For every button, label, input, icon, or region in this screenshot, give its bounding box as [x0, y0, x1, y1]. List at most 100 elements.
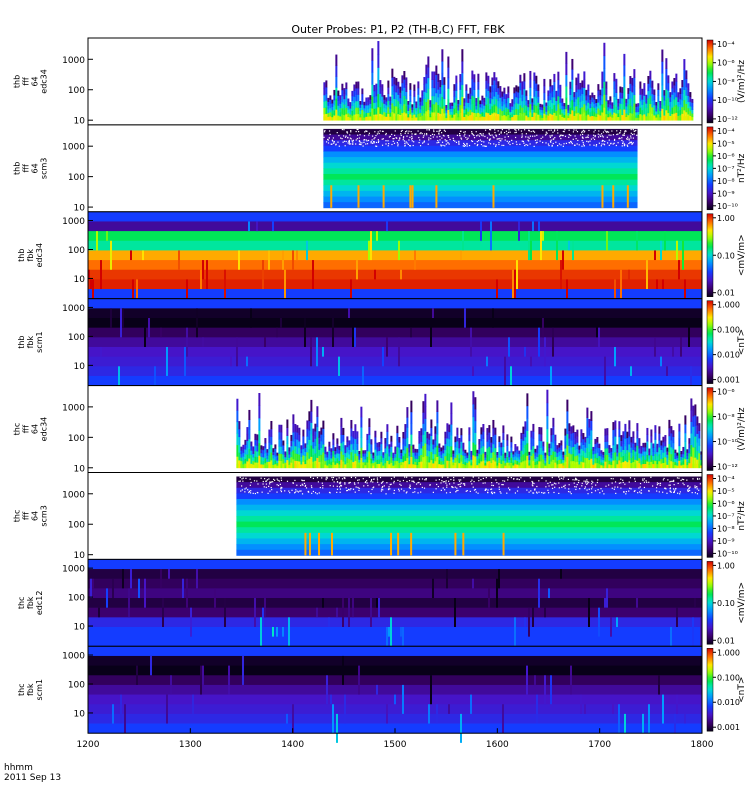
spectral-column — [413, 108, 416, 115]
spectral-stripe — [618, 704, 620, 734]
spectral-column — [608, 456, 611, 461]
spectral-column — [378, 446, 381, 452]
spectral-column — [360, 447, 363, 458]
spectral-column — [337, 115, 340, 121]
spectral-column — [449, 117, 452, 121]
spectral-column — [612, 444, 615, 453]
noise-speck — [476, 141, 478, 143]
spectral-column — [341, 95, 344, 103]
spectral-column — [487, 105, 490, 114]
spectral-column — [547, 100, 550, 106]
noise-speck — [601, 490, 604, 492]
spectral-column — [650, 461, 653, 469]
spectral-stripe — [120, 694, 122, 724]
spectral-column — [252, 446, 255, 451]
noise-speck — [679, 493, 681, 495]
spectral-column — [609, 104, 612, 109]
noise-speck — [491, 134, 493, 136]
noise-speck — [248, 491, 250, 494]
noise-speck — [376, 145, 378, 147]
spectral-column — [320, 427, 323, 435]
spectral-column — [459, 112, 462, 121]
spectral-column — [627, 93, 630, 100]
spectral-column — [580, 435, 583, 443]
spectral-column — [585, 89, 588, 96]
spectral-column — [531, 112, 534, 117]
spectral-column — [545, 108, 548, 112]
spectral-stripe — [496, 578, 498, 608]
spectral-column — [633, 77, 636, 87]
spectral-column — [652, 459, 655, 465]
spectral-column — [439, 86, 442, 94]
spectral-band — [88, 250, 702, 261]
noise-speck — [687, 490, 689, 492]
spectral-column — [549, 113, 552, 121]
noise-speck — [558, 482, 560, 484]
spectral-column — [430, 443, 433, 453]
noise-speck — [460, 137, 462, 139]
spectral-column — [347, 102, 350, 107]
spectral-column — [355, 100, 358, 108]
spectral-column — [441, 108, 444, 121]
spectral-column — [254, 456, 257, 463]
noise-speck — [344, 482, 346, 484]
spectral-column — [655, 101, 658, 106]
noise-speck — [339, 483, 341, 485]
spectral-column — [579, 82, 582, 90]
colorbar-tick-label: 10⁻⁶ — [717, 499, 735, 508]
y-tick-label: 10 — [74, 117, 86, 127]
spectral-column — [498, 457, 501, 463]
spectral-column — [459, 81, 462, 90]
spectral-column — [487, 75, 490, 84]
spectral-column — [457, 99, 460, 104]
spectral-column — [464, 452, 467, 457]
spectral-column — [548, 455, 551, 461]
noise-speck — [664, 487, 666, 489]
spectral-stripe — [460, 250, 462, 261]
colorbar-tick-label: 0.10 — [717, 251, 735, 260]
panel-image — [88, 559, 702, 656]
spectral-column — [692, 416, 695, 427]
spectral-column — [447, 67, 450, 79]
spectral-column — [658, 433, 661, 441]
noise-speck — [608, 134, 610, 136]
spectral-column — [648, 464, 651, 469]
spectral-column — [368, 418, 371, 427]
spectral-column — [367, 116, 370, 121]
spectral-column — [541, 117, 544, 121]
spectral-column — [447, 56, 450, 68]
spectral-column — [410, 400, 413, 413]
spectral-column — [455, 83, 458, 91]
spectral-stripe — [462, 231, 464, 251]
noise-speck — [332, 137, 335, 139]
spectral-column — [364, 456, 367, 460]
noise-speck — [420, 132, 422, 134]
noise-speck — [331, 143, 333, 145]
spectral-column — [622, 431, 625, 438]
spectral-column — [284, 465, 287, 469]
noise-speck — [632, 142, 634, 144]
spectral-column — [342, 447, 345, 455]
spectral-column — [434, 433, 437, 441]
spectral-stripe — [636, 231, 638, 251]
spectral-column — [628, 436, 631, 445]
noise-speck — [669, 484, 671, 486]
noise-speck — [280, 486, 282, 489]
spectral-column — [521, 107, 524, 115]
noise-speck — [562, 134, 564, 137]
noise-speck — [348, 139, 350, 141]
panel-label-line: thc — [17, 597, 26, 610]
spectral-column — [549, 92, 552, 101]
spectral-column — [663, 110, 666, 116]
spectral-column — [659, 110, 662, 115]
spectral-column — [434, 460, 437, 469]
spectral-column — [367, 97, 370, 102]
spectral-column — [625, 113, 628, 118]
spectral-column — [580, 429, 583, 437]
noise-speck — [674, 489, 676, 491]
spectral-column — [499, 108, 502, 115]
spectral-column — [662, 447, 665, 453]
spectral-column — [371, 108, 374, 121]
noise-speck — [561, 486, 563, 488]
noise-speck — [509, 143, 511, 146]
